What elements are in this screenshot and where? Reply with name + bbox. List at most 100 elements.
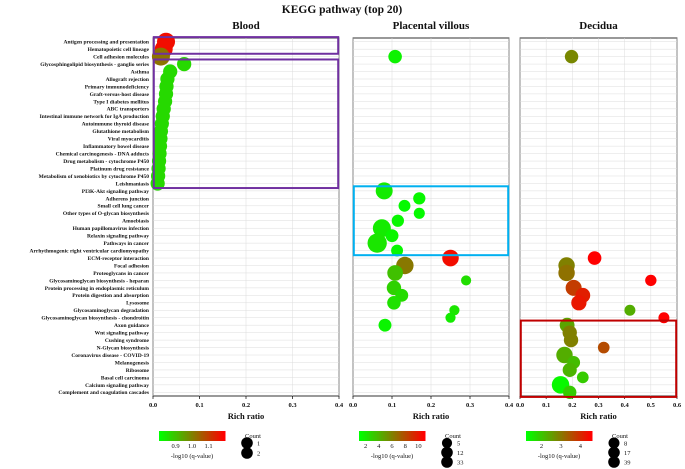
colorbar-step xyxy=(391,431,394,441)
colorbar-step xyxy=(201,431,204,441)
colorbar-step xyxy=(530,431,533,441)
colorbar-step xyxy=(399,431,402,441)
colorbar-step xyxy=(552,431,555,441)
size-legend-title: Count xyxy=(612,433,628,440)
colorbar-step xyxy=(570,431,573,441)
colorbar-step xyxy=(403,431,406,441)
colorbar-step xyxy=(558,431,561,441)
colorbar-step xyxy=(223,431,226,441)
size-legend-label: 8 xyxy=(624,440,627,447)
term-label-complement-and-coagulation-cascades: Complement and coagulation cascades xyxy=(58,390,149,396)
colorbar-step xyxy=(417,431,420,441)
colorbar-step xyxy=(169,431,172,441)
colorbar-label: -log10 (q-value) xyxy=(538,453,580,460)
colorbar-step xyxy=(193,431,196,441)
term-label-glycosphingolipid-biosynthesis-ganglio-series: Glycosphingolipid biosynthesis - ganglio… xyxy=(40,62,149,68)
point-placental-villous-proteoglycans-in-cancer xyxy=(387,265,403,281)
x-axis-label: Rich ratio xyxy=(228,411,265,421)
colorbar-step xyxy=(191,431,194,441)
colorbar-step xyxy=(584,431,587,441)
colorbar-step xyxy=(586,431,589,441)
colorbar-step xyxy=(564,431,567,441)
term-label-pi3k-akt-signaling-pathway: PI3K-Akt signaling pathway xyxy=(82,189,149,195)
colorbar-tick: 4 xyxy=(579,443,583,450)
term-label-pathways-in-cancer: Pathways in cancer xyxy=(103,241,149,247)
term-label-chemical-carcinogenesis-dna-adducts: Chemical carcinogenesis - DNA adducts xyxy=(56,152,149,158)
colorbar-step xyxy=(361,431,364,441)
colorbar-step xyxy=(167,431,170,441)
colorbar-step xyxy=(423,431,426,441)
colorbar-step xyxy=(588,431,591,441)
size-legend-label: 1 xyxy=(257,440,260,447)
colorbar-step xyxy=(173,431,176,441)
colorbar-tick: 2 xyxy=(540,443,543,450)
colorbar-label: -log10 (q-value) xyxy=(371,453,413,460)
size-legend-dot xyxy=(241,447,253,459)
colorbar-step xyxy=(189,431,192,441)
term-label-protein-processing-in-endoplasmic-reticulum: Protein processing in endoplasmic reticu… xyxy=(45,286,150,292)
size-legend-dot xyxy=(441,437,453,449)
size-legend-dot xyxy=(441,446,453,459)
term-labels: Antigen processing and presentationHemat… xyxy=(29,40,149,397)
colorbar-step xyxy=(554,431,557,441)
term-label-drug-metabolism-cytochrome-p450: Drug metabolism - cytochrome P450 xyxy=(63,159,149,165)
colorbar-tick: 10 xyxy=(415,443,422,450)
highlight-box xyxy=(152,36,340,55)
colorbar-step xyxy=(369,431,372,441)
term-label-protein-digestion-and-absorption: Protein digestion and absorption xyxy=(72,293,149,299)
point-placental-villous-other-types-of-o-glycan-biosynthesis xyxy=(413,207,425,219)
colorbar-step xyxy=(534,431,537,441)
highlight-box xyxy=(519,319,678,398)
point-placental-villous-glycosaminoglycan-biosynthesis-heparan xyxy=(461,275,472,286)
term-label-lysosome: Lysosome xyxy=(126,301,149,307)
colorbar-step xyxy=(215,431,218,441)
point-placental-villous-glycosaminoglycan-biosynthesis-chondroitin xyxy=(445,312,456,323)
colorbar-step xyxy=(165,431,168,441)
colorbar-step xyxy=(409,431,412,441)
highlight-box xyxy=(352,185,510,257)
x-tick-label: 0.2 xyxy=(242,402,250,409)
term-label-autoimmune-thyroid-disease: Autoimmune thyroid disease xyxy=(82,122,150,128)
term-label-arrhythmogenic-right-ventricular-cardiomyopathy: Arrhythmogenic right ventricular cardiom… xyxy=(29,248,149,254)
colorbar-step xyxy=(211,431,214,441)
point-placental-villous-glycosaminoglycan-degradation xyxy=(449,305,460,316)
colorbar-step xyxy=(526,431,529,441)
colorbar-step xyxy=(582,431,585,441)
point-decidua-ribosome xyxy=(562,362,577,378)
x-tick-label: 0.1 xyxy=(195,402,203,409)
x-tick-label: 0.1 xyxy=(388,402,396,409)
point-decidua-cushing-syndrome xyxy=(563,332,579,348)
colorbar-step xyxy=(217,431,220,441)
colorbar-step xyxy=(542,431,545,441)
colorbar-step xyxy=(385,431,388,441)
point-placental-villous-small-cell-lung-cancer xyxy=(398,199,411,212)
colorbar-step xyxy=(568,431,571,441)
size-legend-title: Count xyxy=(445,433,461,440)
colorbar-step xyxy=(187,431,190,441)
point-decidua-ecm-receptor-interaction xyxy=(587,251,602,265)
colorbar-step xyxy=(574,431,577,441)
x-axis-label: Rich ratio xyxy=(580,411,617,421)
highlight-box xyxy=(152,58,340,190)
colorbar-step xyxy=(163,431,166,441)
point-placental-villous-lysosome xyxy=(387,296,401,310)
colorbar-tick: 2 xyxy=(364,443,367,450)
colorbar-step xyxy=(203,431,206,441)
x-tick-label: 0.4 xyxy=(335,402,344,409)
term-label-axon-guidance: Axon guidance xyxy=(114,323,150,329)
colorbar-tick: 0.9 xyxy=(171,443,179,450)
term-label-melanogenesis: Melanogenesis xyxy=(115,360,149,366)
point-placental-villous-relaxin-signaling-pathway xyxy=(385,229,399,243)
colorbar-tick: 1.1 xyxy=(204,443,212,450)
x-tick-label: 0.2 xyxy=(568,402,576,409)
term-label-n-glycan-biosynthesis: N-Glycan biosynthesis xyxy=(97,345,149,351)
colorbar-step xyxy=(556,431,559,441)
size-legend-title: Count xyxy=(245,433,261,440)
term-label-adherens-junction: Adherens junction xyxy=(106,196,149,202)
colorbar-tick: 6 xyxy=(390,443,394,450)
